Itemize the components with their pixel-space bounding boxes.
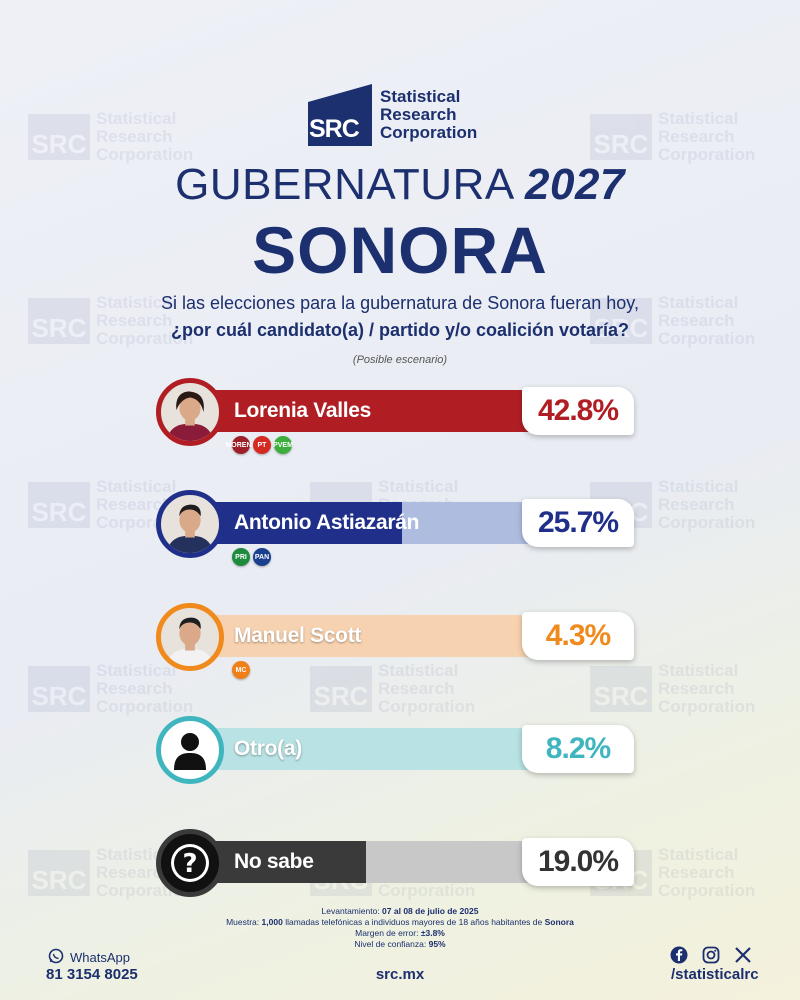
confidence-note: Nivel de confianza: 95% — [354, 939, 446, 949]
phone-number[interactable]: 81 3154 8025 — [46, 966, 138, 983]
chart-row: No sabe 19.0%? — [156, 829, 636, 897]
logo-mark: SRC — [308, 84, 372, 146]
party-badge: MORENA — [225, 436, 257, 454]
category-label: Lorenia Valles — [234, 399, 372, 422]
category-label: Antonio Astiazarán — [234, 511, 420, 534]
instagram-icon[interactable] — [702, 946, 720, 969]
data-label: 42.8% — [522, 387, 634, 435]
chart-row: Manuel Scott 4.3% MC — [156, 603, 636, 679]
fieldwork-note: Levantamiento: 07 al 08 de julio de 2025 — [321, 906, 479, 916]
party-badge: PT — [253, 436, 271, 454]
party-badges: MC — [232, 661, 250, 679]
party-badges: MORENA PT PVEM — [225, 436, 293, 454]
scenario-note: (Posible escenario) — [352, 354, 448, 366]
brand-name: Statistical Research Corporation — [380, 88, 477, 142]
candidate-photo — [156, 378, 224, 446]
question-line-2: ¿por cuál candidato(a) / partido y/o coa… — [170, 320, 630, 340]
bar — [186, 390, 546, 432]
question-icon: ? — [156, 829, 224, 897]
social-handle[interactable]: /statisticalrc — [671, 966, 759, 983]
margin-note: Margen de error: ±3.8% — [355, 928, 445, 938]
party-badge: PVEM — [273, 436, 293, 454]
logo-initials: SRC — [309, 115, 360, 143]
brand-logo: SRC Statistical Research Corporation — [308, 84, 477, 146]
party-badge: MC — [232, 661, 250, 679]
person-icon — [156, 716, 224, 784]
brand-name-line: Statistical — [380, 87, 461, 106]
x-icon[interactable] — [734, 946, 752, 969]
chart-row: Antonio Astiazarán 25.7% PRI PAN — [156, 490, 636, 566]
category-label: No sabe — [234, 850, 314, 873]
website-link[interactable]: src.mx — [375, 966, 425, 983]
svg-text:?: ? — [182, 849, 197, 879]
whatsapp-contact[interactable]: WhatsApp — [48, 948, 130, 967]
data-label: 19.0% — [522, 838, 634, 886]
whatsapp-label: WhatsApp — [70, 950, 130, 965]
methodology-notes: Levantamiento: 07 al 08 de julio de 2025… — [0, 906, 800, 950]
page-title: GUBERNATURA 2027 — [0, 160, 800, 210]
category-label: Otro(a) — [234, 737, 302, 760]
candidate-photo — [156, 603, 224, 671]
chart-row: Otro(a) 8.2% — [156, 716, 636, 784]
social-icons — [670, 946, 752, 969]
whatsapp-icon — [48, 948, 64, 967]
chart-row: Lorenia Valles 42.8% MORENA PT PVEM — [156, 378, 636, 454]
data-label: 25.7% — [522, 499, 634, 547]
data-label: 4.3% — [522, 612, 634, 660]
state-title: SONORA — [252, 213, 548, 287]
title-prefix: GUBERNATURA — [175, 160, 513, 209]
category-label: Manuel Scott — [234, 624, 362, 647]
facebook-icon[interactable] — [670, 946, 688, 969]
party-badge: PAN — [253, 548, 271, 566]
brand-name-line: Corporation — [380, 123, 478, 142]
party-badges: PRI PAN — [232, 548, 271, 566]
question-line-1: Si las elecciones para la gubernatura de… — [161, 293, 639, 313]
party-badge: PRI — [232, 548, 250, 566]
candidate-photo — [156, 490, 224, 558]
sample-note: Muestra: 1,000 llamadas telefónicas a in… — [226, 917, 574, 927]
brand-name-line: Research — [380, 105, 457, 124]
title-year: 2027 — [525, 160, 625, 209]
data-label: 8.2% — [522, 725, 634, 773]
